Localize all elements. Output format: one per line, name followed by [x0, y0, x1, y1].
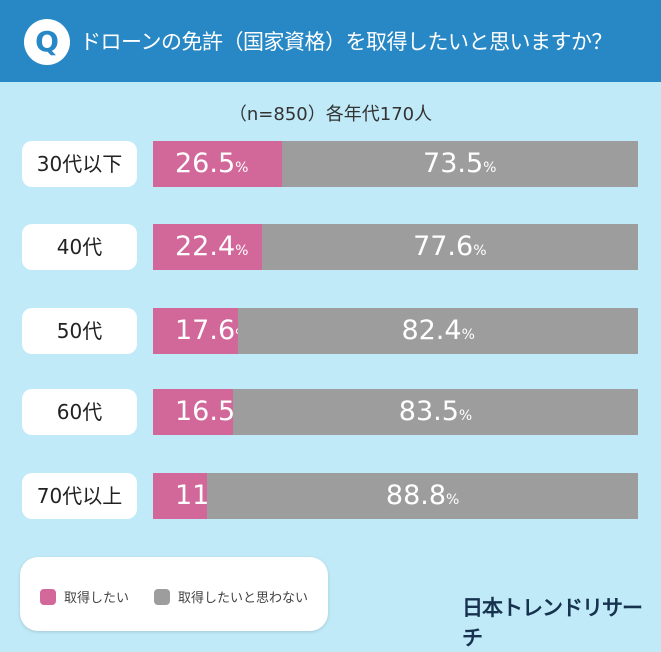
category-label: 30代以下	[22, 141, 137, 187]
data-label: 26.5	[175, 148, 236, 179]
bar-row: 40代 22.4% 77.6%	[0, 224, 661, 270]
legend-label: 取得したいと思わない	[178, 591, 309, 606]
data-label: 16.5	[175, 396, 236, 427]
legend: 取得したい 取得したいと思わない	[20, 557, 328, 631]
header: Q ドローンの免許（国家資格）を取得したいと思いますか？	[0, 0, 661, 82]
data-label: 17.6	[175, 315, 236, 346]
unit-label: %	[473, 243, 487, 259]
legend-swatch-want	[40, 588, 56, 605]
data-label: 88.8	[385, 480, 447, 511]
legend-item-not-want: 取得したいと思わない	[154, 587, 308, 606]
brand-logo: 日本トレンドリサーチ	[462, 596, 643, 650]
unit-label: %	[446, 492, 460, 508]
data-label: 77.6	[413, 231, 474, 262]
bar-not-want: 77.6%	[261, 224, 638, 270]
bar-not-want: 82.4%	[238, 308, 638, 354]
bar-want: 26.5%	[153, 141, 282, 187]
legend-swatch-not-want	[154, 588, 170, 605]
data-label: 83.5	[398, 396, 459, 427]
question-title: ドローンの免許（国家資格）を取得したいと思いますか？	[80, 30, 612, 54]
category-label: 60代	[22, 389, 137, 435]
category-label: 40代	[22, 224, 137, 270]
bar-row: 30代以下 26.5% 73.5%	[0, 141, 661, 187]
bar-not-want: 88.8%	[207, 473, 638, 519]
bar-not-want: 73.5%	[281, 141, 638, 187]
unit-label: %	[235, 160, 249, 176]
bar-want: 11.2%	[153, 473, 248, 519]
bar-want: 16.5%	[153, 389, 248, 435]
category-label: 70代以上	[22, 473, 137, 519]
data-label: 73.5	[423, 148, 484, 179]
bar-want: 22.4%	[153, 224, 262, 270]
data-label: 82.4	[401, 315, 462, 346]
unit-label: %	[235, 243, 249, 259]
legend-item-want: 取得したい	[40, 587, 129, 606]
unit-label: %	[461, 327, 475, 343]
bar-not-want: 83.5%	[233, 389, 638, 435]
category-label: 50代	[22, 308, 137, 354]
unit-label: %	[483, 160, 497, 176]
legend-label: 取得したい	[64, 591, 130, 606]
q-icon: Q	[24, 19, 70, 65]
data-label: 22.4	[175, 231, 236, 262]
unit-label: %	[458, 408, 473, 424]
bar-want: 17.6%	[153, 308, 248, 354]
sample-size: （n=850）各年代170人	[228, 104, 433, 125]
